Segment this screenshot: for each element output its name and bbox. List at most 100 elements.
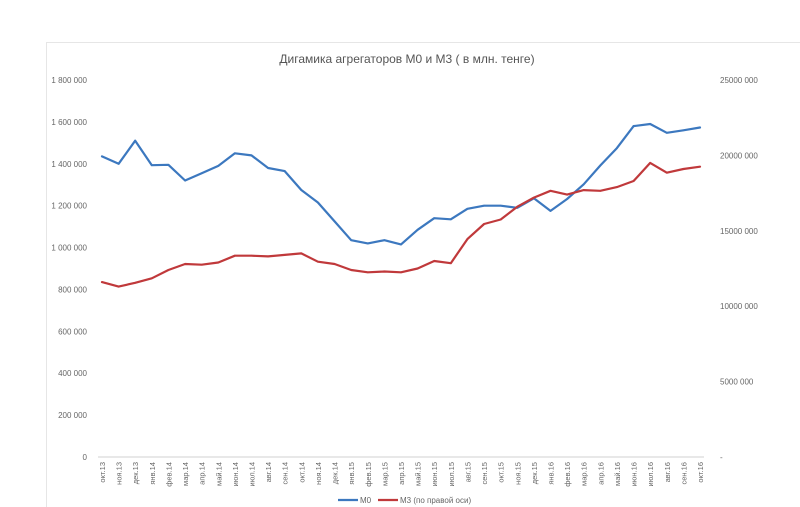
x-axis-tick-label: мар.15 [380, 462, 389, 486]
data-point-m0 [549, 210, 552, 212]
data-point-m3 [516, 205, 519, 208]
data-point-m3 [682, 168, 685, 170]
data-point-m0 [200, 172, 203, 175]
left-axis-tick-label: 600 000 [58, 327, 87, 336]
data-point-m0 [234, 152, 236, 155]
data-point-m3 [549, 190, 552, 192]
data-point-m0 [400, 243, 402, 246]
left-axis-tick-label: 200 000 [58, 411, 87, 420]
data-point-m0 [366, 242, 369, 245]
data-point-m3 [333, 263, 336, 265]
data-point-m0 [283, 170, 286, 172]
x-axis-tick-label: июн.16 [630, 462, 639, 486]
data-point-m3 [234, 254, 236, 257]
right-axis-tick-label: 10000 000 [720, 302, 758, 311]
data-point-m0 [616, 147, 618, 149]
data-point-m0 [682, 129, 685, 132]
data-point-m0 [483, 204, 485, 207]
legend-label: М0 [360, 496, 372, 505]
left-axis-tick-label: 0 [83, 453, 88, 462]
data-point-m0 [333, 220, 336, 223]
data-point-m3 [151, 277, 153, 280]
data-point-m3 [200, 263, 203, 266]
data-point-m3 [499, 218, 502, 221]
data-point-m3 [450, 262, 452, 265]
data-point-m3 [649, 162, 651, 164]
data-point-m0 [499, 204, 502, 207]
x-axis-tick-label: апр.14 [198, 462, 207, 485]
x-axis-tick-label: июн.15 [430, 462, 439, 486]
left-axis-tick-label: 1 800 000 [51, 76, 87, 85]
data-point-m3 [566, 193, 568, 196]
data-point-m3 [599, 190, 602, 192]
x-axis-tick-label: апр.16 [596, 462, 605, 485]
chart-frame [46, 42, 800, 507]
data-point-m0 [632, 125, 635, 127]
x-axis-tick-label: окт.16 [696, 462, 705, 483]
x-axis-tick-label: июл.15 [447, 462, 456, 486]
x-axis-tick-label: фев.14 [164, 462, 173, 487]
x-axis-tick-label: окт.13 [98, 462, 107, 483]
series-line-m3 [100, 161, 702, 288]
chart-title: Дигамика агрегаторов М0 и М3 ( в млн. те… [279, 52, 534, 66]
data-point-m0 [184, 179, 186, 182]
data-point-m0 [300, 189, 303, 191]
data-point-m0 [649, 123, 651, 125]
left-axis-tick-label: 1 600 000 [51, 118, 87, 127]
x-axis-tick-label: май.16 [613, 462, 622, 486]
data-point-m0 [167, 164, 170, 166]
data-point-m0 [416, 228, 419, 231]
data-point-m3 [416, 267, 419, 270]
x-axis-tick-label: авг.16 [663, 462, 672, 482]
data-point-m3 [117, 285, 120, 288]
x-axis-tick-label: июл.14 [248, 462, 257, 486]
data-point-m3 [383, 270, 386, 273]
data-point-m3 [184, 263, 186, 265]
data-point-m0 [433, 217, 436, 220]
x-axis-tick-label: апр.15 [397, 462, 406, 485]
right-axis-ticks: - 5000 000 10000 000 15000 000 20000 000 2500… [720, 76, 758, 462]
x-axis-tick-label: ноя.15 [513, 462, 522, 485]
x-axis-tick-label: сен.16 [679, 462, 688, 485]
x-axis-tick-label: ноя.14 [314, 462, 323, 485]
left-axis-tick-label: 1 400 000 [51, 160, 87, 169]
data-point-m3 [101, 281, 103, 283]
data-point-m3 [699, 165, 701, 168]
x-axis-tick-label: окт.14 [297, 462, 306, 483]
x-axis-tick-label: сен.15 [480, 462, 489, 485]
data-point-m0 [566, 198, 568, 200]
data-point-m0 [665, 131, 668, 134]
x-axis-tick-label: фев.15 [364, 462, 373, 487]
data-point-m3 [300, 252, 303, 255]
x-axis-tick-label: дек.13 [131, 462, 140, 484]
data-point-m3 [533, 196, 535, 199]
data-point-m3 [250, 254, 253, 257]
right-axis-tick-label: 25000 000 [720, 76, 758, 85]
data-point-m3 [167, 269, 170, 271]
data-point-m0 [134, 139, 137, 142]
left-axis-ticks: 0 200 000 400 000 600 000 800 000 1 000 000 1 … [51, 76, 87, 462]
right-axis-tick-label: 20000 000 [720, 151, 758, 160]
data-point-m3 [665, 171, 668, 174]
data-point-m0 [582, 183, 585, 186]
x-axis-ticks: окт.13 ноя.13 дек.13 янв.14 фев.14 мар.14 апр.… [98, 462, 705, 487]
data-point-m0 [267, 167, 269, 169]
data-point-m0 [383, 239, 386, 242]
series-lines [100, 122, 702, 288]
x-axis-tick-label: июн.14 [231, 462, 240, 486]
data-point-m0 [217, 165, 220, 167]
data-point-m0 [699, 126, 701, 129]
x-axis-tick-label: мар.16 [580, 462, 589, 486]
data-point-m3 [582, 189, 585, 191]
right-axis-tick-label: - [720, 453, 723, 462]
data-point-m3 [366, 271, 369, 274]
left-axis-tick-label: 1 000 000 [51, 244, 87, 253]
data-point-m3 [350, 269, 352, 271]
data-point-m3 [616, 186, 618, 188]
x-axis-tick-label: янв.14 [148, 462, 157, 485]
data-point-m0 [101, 155, 103, 158]
right-axis-tick-label: 15000 000 [720, 227, 758, 236]
data-point-m3 [267, 255, 269, 258]
x-axis-tick-label: фев.16 [563, 462, 572, 487]
